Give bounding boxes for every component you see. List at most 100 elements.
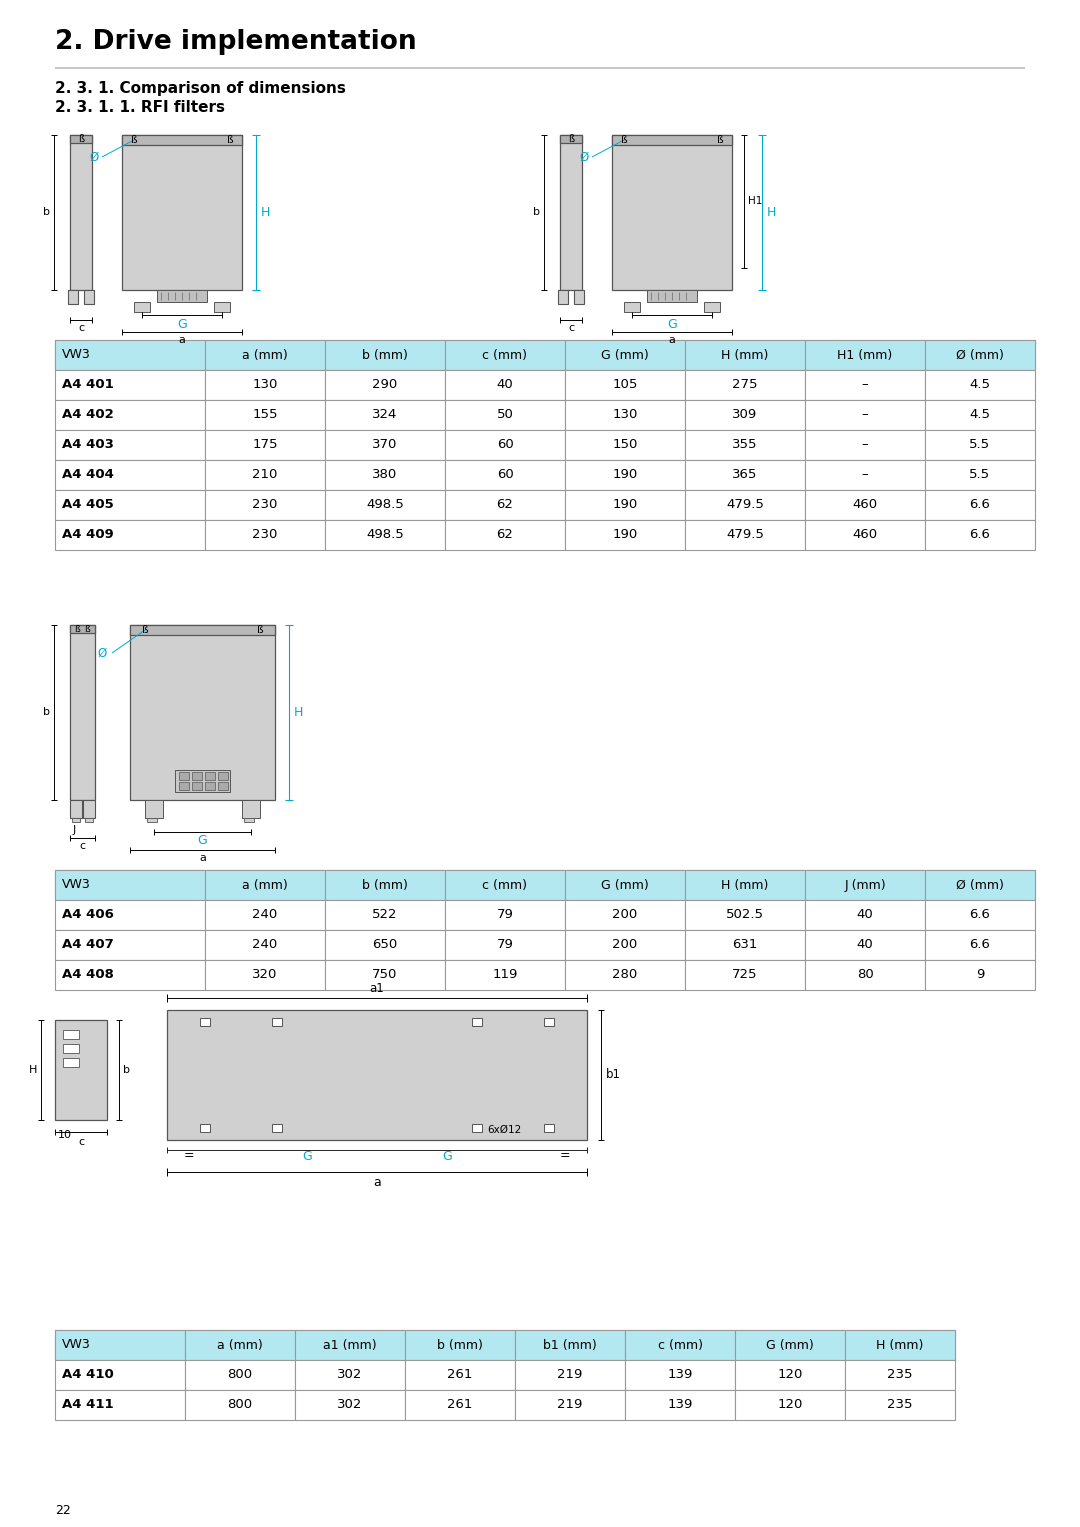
Text: ß: ß xyxy=(227,134,233,145)
Bar xyxy=(685,870,805,899)
Text: A4 408: A4 408 xyxy=(62,968,113,982)
Bar xyxy=(295,1361,405,1390)
Circle shape xyxy=(201,1014,210,1022)
Text: b1 (mm): b1 (mm) xyxy=(543,1339,597,1351)
Text: Ø (mm): Ø (mm) xyxy=(956,878,1004,892)
Text: 139: 139 xyxy=(667,1368,692,1382)
Bar xyxy=(565,400,685,431)
Text: 5.5: 5.5 xyxy=(970,438,990,452)
Bar xyxy=(70,134,92,290)
Text: –: – xyxy=(862,379,868,391)
Text: Ø: Ø xyxy=(97,646,107,660)
Bar xyxy=(805,370,924,400)
Text: a: a xyxy=(373,1176,381,1188)
Text: 370: 370 xyxy=(373,438,397,452)
Text: a: a xyxy=(178,334,186,345)
Bar xyxy=(924,341,1035,370)
Bar xyxy=(55,1390,185,1420)
Circle shape xyxy=(473,1119,481,1128)
Text: 105: 105 xyxy=(612,379,637,391)
Bar xyxy=(325,370,445,400)
Text: G (mm): G (mm) xyxy=(602,348,649,362)
Text: Ø: Ø xyxy=(90,151,98,163)
Bar xyxy=(515,1330,625,1361)
Text: 210: 210 xyxy=(253,469,278,481)
Bar xyxy=(325,930,445,960)
Text: 6.6: 6.6 xyxy=(970,498,990,512)
Text: 2. 3. 1. Comparison of dimensions: 2. 3. 1. Comparison of dimensions xyxy=(55,81,346,96)
Circle shape xyxy=(473,1014,481,1022)
Text: 50: 50 xyxy=(497,409,513,421)
Bar xyxy=(55,370,205,400)
Bar xyxy=(55,1020,107,1119)
Text: 5.5: 5.5 xyxy=(970,469,990,481)
Bar xyxy=(295,1330,405,1361)
Circle shape xyxy=(437,1064,457,1086)
Bar xyxy=(272,1124,282,1132)
Text: A4 404: A4 404 xyxy=(62,469,113,481)
Text: Ø: Ø xyxy=(579,151,589,163)
Text: 290: 290 xyxy=(373,379,397,391)
Circle shape xyxy=(273,1119,281,1128)
Bar xyxy=(70,134,92,144)
Bar xyxy=(218,782,228,789)
Text: A4 406: A4 406 xyxy=(62,909,113,921)
Text: 460: 460 xyxy=(852,528,878,542)
Bar xyxy=(145,800,163,818)
Text: 4.5: 4.5 xyxy=(970,409,990,421)
Text: G: G xyxy=(302,1150,312,1162)
Bar xyxy=(685,490,805,521)
Text: 62: 62 xyxy=(497,498,513,512)
Bar xyxy=(205,341,325,370)
Bar xyxy=(192,782,202,789)
Text: 320: 320 xyxy=(253,968,278,982)
Circle shape xyxy=(297,1064,318,1086)
Bar xyxy=(685,400,805,431)
Text: c (mm): c (mm) xyxy=(483,348,527,362)
Text: c: c xyxy=(80,841,85,851)
Bar xyxy=(565,460,685,490)
Text: ß: ß xyxy=(568,134,575,144)
Text: –: – xyxy=(862,409,868,421)
Text: 302: 302 xyxy=(337,1368,363,1382)
Text: 219: 219 xyxy=(557,1368,583,1382)
Bar xyxy=(685,899,805,930)
Bar xyxy=(205,782,215,789)
Bar xyxy=(445,341,565,370)
Bar xyxy=(55,1361,185,1390)
Text: A4 411: A4 411 xyxy=(62,1399,113,1411)
Bar xyxy=(55,1330,185,1361)
Bar xyxy=(565,899,685,930)
Text: ß: ß xyxy=(75,625,80,634)
Text: 6.6: 6.6 xyxy=(970,939,990,951)
Text: 498.5: 498.5 xyxy=(366,498,404,512)
Bar xyxy=(63,1044,79,1054)
Bar xyxy=(544,1124,554,1132)
Text: c (mm): c (mm) xyxy=(658,1339,702,1351)
Bar xyxy=(70,800,82,818)
Text: G: G xyxy=(442,1150,451,1162)
Bar xyxy=(565,930,685,960)
Bar xyxy=(55,431,205,460)
Text: 6xØ12: 6xØ12 xyxy=(487,1125,522,1135)
Bar xyxy=(63,1058,79,1067)
Text: H (mm): H (mm) xyxy=(876,1339,923,1351)
Text: 60: 60 xyxy=(497,438,513,452)
Bar xyxy=(175,770,230,793)
Text: 40: 40 xyxy=(856,909,874,921)
Bar xyxy=(924,930,1035,960)
Text: c: c xyxy=(78,324,84,333)
Text: =: = xyxy=(184,1150,194,1162)
Text: ß: ß xyxy=(141,625,148,635)
Bar xyxy=(205,773,215,780)
Bar xyxy=(55,341,205,370)
Text: J: J xyxy=(72,825,76,835)
Bar xyxy=(185,1390,295,1420)
Bar xyxy=(272,1019,282,1026)
Text: 280: 280 xyxy=(612,968,637,982)
Text: A4 401: A4 401 xyxy=(62,379,113,391)
Text: ß: ß xyxy=(131,134,137,145)
Bar xyxy=(55,490,205,521)
Text: b: b xyxy=(123,1064,130,1075)
Bar xyxy=(565,870,685,899)
